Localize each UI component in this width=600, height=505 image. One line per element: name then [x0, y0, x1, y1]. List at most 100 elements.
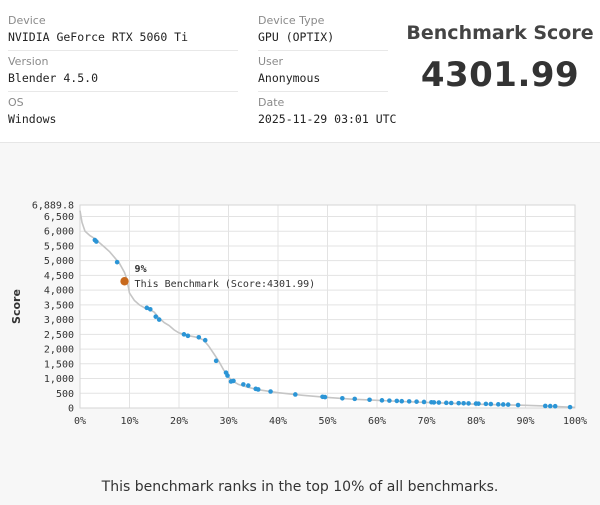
date-field: Date 2025-11-29 03:01 UTC	[258, 96, 396, 126]
benchmark-point	[495, 402, 501, 407]
benchmark-point	[213, 358, 219, 364]
y-tick-label: 6,000	[44, 227, 74, 238]
x-axis-label: Rank (Top %)	[287, 438, 368, 440]
benchmark-point	[181, 332, 187, 337]
benchmark-point	[185, 333, 191, 339]
benchmark-point	[379, 398, 385, 403]
benchmark-point	[476, 401, 481, 406]
benchmark-point	[488, 401, 494, 407]
rank-summary-text: This benchmark ranks in the top 10% of a…	[101, 479, 499, 495]
device-type-field: Device Type GPU (OPTIX)	[258, 14, 334, 44]
benchmark-point	[456, 400, 461, 406]
benchmark-score-title: Benchmark Score	[406, 22, 594, 44]
benchmark-point	[352, 396, 358, 402]
device-label: Device	[8, 14, 46, 27]
plot-border	[79, 204, 576, 409]
benchmark-point	[268, 389, 273, 394]
benchmark-point	[153, 314, 159, 319]
x-tick-label: 50%	[318, 416, 336, 427]
y-tick-label: 1,500	[44, 359, 74, 370]
date-label: Date	[258, 96, 285, 109]
benchmark-point	[147, 306, 153, 312]
benchmark-point	[241, 382, 246, 387]
benchmark-point	[387, 398, 392, 403]
y-tick-label: 1,000	[44, 374, 74, 385]
x-tick-label: 60%	[368, 416, 386, 427]
rank-score-chart: 0 500 1,000 1,500 2,000 2,500 3,000 3,500 4,000 4…	[10, 201, 587, 441]
date-value: 2025-11-29 03:01 UTC	[258, 112, 397, 126]
version-label: Version	[8, 55, 49, 68]
x-tick-label: 100%	[563, 416, 587, 427]
y-axis-label: Score	[10, 289, 23, 324]
user-label: User	[258, 55, 284, 68]
benchmark-point	[414, 399, 419, 404]
benchmark-point	[406, 399, 412, 404]
device-value: NVIDIA GeForce RTX 5060 Ti	[8, 30, 189, 44]
benchmark-point	[322, 394, 328, 400]
device-type-value: GPU (OPTIX)	[258, 30, 335, 44]
x-tick-label: 10%	[120, 416, 138, 427]
benchmark-point	[567, 404, 573, 410]
divider	[258, 91, 388, 92]
divider	[8, 50, 238, 51]
y-tick-label: 5,500	[44, 241, 74, 252]
benchmark-point	[448, 400, 454, 406]
user-value: Anonymous	[258, 71, 321, 85]
benchmark-point	[144, 305, 150, 311]
benchmark-point	[367, 397, 372, 403]
benchmark-point	[547, 403, 553, 409]
benchmark-point	[483, 401, 489, 407]
x-tick-label: 20%	[170, 416, 188, 427]
benchmark-point	[552, 403, 558, 409]
y-tick-label: 5,000	[44, 256, 74, 267]
y-tick-label: 3,500	[44, 300, 74, 311]
benchmark-point	[466, 401, 471, 406]
benchmark-info-header: Device NVIDIA GeForce RTX 5060 Ti Versio…	[0, 0, 600, 143]
benchmark-score-value: 4301.99	[420, 55, 580, 95]
x-tick-label: 0%	[74, 416, 86, 427]
benchmark-point	[500, 402, 506, 407]
benchmark-point	[431, 400, 437, 405]
y-tick-label: 3,000	[44, 315, 74, 326]
divider	[258, 50, 388, 51]
y-tick-label: 6,889.8	[32, 201, 74, 212]
os-value: Windows	[8, 112, 57, 126]
os-label: OS	[8, 96, 24, 109]
benchmark-point	[225, 373, 230, 378]
benchmark-point	[436, 400, 442, 405]
x-tick-label: 80%	[467, 416, 485, 427]
benchmark-point	[543, 403, 548, 409]
x-tick-label: 70%	[417, 416, 435, 427]
benchmark-point	[399, 398, 405, 404]
highlight-percent-label: 9%	[135, 264, 147, 275]
device-field: Device NVIDIA GeForce RTX 5060 Ti	[8, 14, 188, 44]
benchmark-point	[196, 334, 202, 340]
benchmark-point	[421, 399, 427, 405]
y-tick-label: 4,000	[44, 286, 74, 297]
benchmark-point	[202, 337, 208, 343]
benchmark-point	[231, 378, 236, 384]
x-tick-label: 40%	[269, 416, 287, 427]
benchmark-point	[340, 395, 345, 401]
highlight-annotation: This Benchmark (Score:4301.99)	[135, 279, 316, 290]
benchmark-point	[394, 398, 400, 404]
current-benchmark-point	[120, 277, 129, 286]
version-field: Version Blender 4.5.0	[8, 55, 98, 85]
y-tick-label: 500	[56, 389, 74, 400]
y-tick-label: 6,500	[44, 212, 74, 223]
y-tick-label: 2,000	[44, 345, 74, 356]
y-tick-label: 0	[68, 404, 74, 415]
device-type-label: Device Type	[258, 14, 325, 27]
benchmark-point	[255, 387, 261, 392]
divider	[8, 91, 238, 92]
user-field: User Anonymous	[258, 55, 320, 85]
benchmark-point	[505, 402, 511, 407]
benchmark-point	[156, 317, 162, 322]
benchmark-point	[515, 402, 521, 408]
benchmark-point	[114, 259, 120, 265]
y-tick-label: 2,500	[44, 330, 74, 341]
x-tick-label: 90%	[516, 416, 534, 427]
x-tick-label: 30%	[219, 416, 237, 427]
y-tick-label: 4,500	[44, 271, 74, 282]
benchmark-point	[444, 400, 449, 406]
